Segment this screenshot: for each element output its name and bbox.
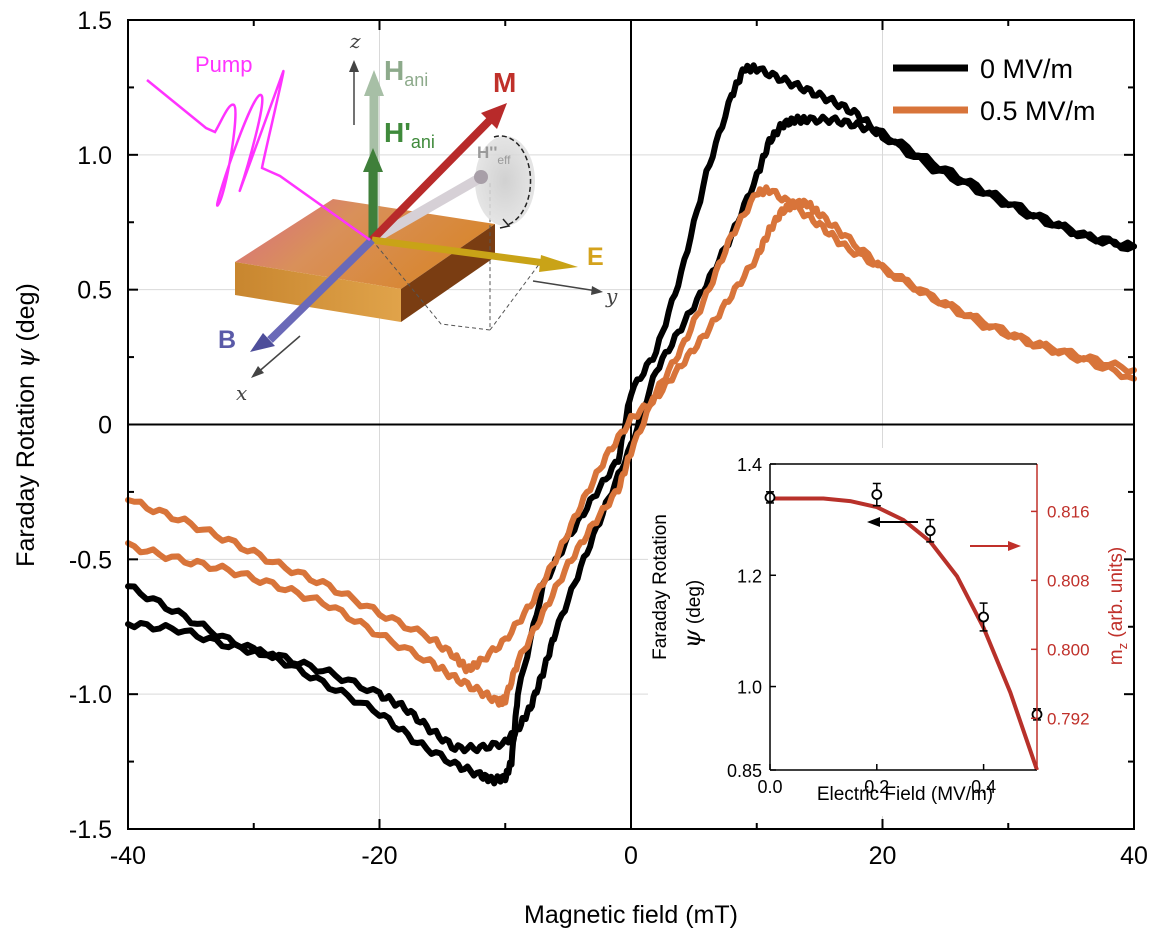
x-tick-label: 20 [869, 842, 897, 870]
main-series [125, 62, 1137, 787]
inset-x-tick-label: 0.2 [864, 777, 889, 797]
inset-x-axis-label: Electric Field (MV/m) [817, 784, 993, 805]
y-axis-label: Faraday Rotation ψ (deg) [11, 283, 40, 567]
precession-cone [475, 136, 535, 226]
inset-fit-curve [770, 496, 1039, 771]
inset-y-left-tick-label: 0.85 [727, 761, 762, 781]
inset-fit-line [770, 496, 1039, 771]
series-line-05mv [125, 197, 1137, 675]
e-arrow [371, 236, 546, 267]
y-tick-label: -1.0 [69, 681, 112, 709]
y-tick-label: 0.5 [77, 277, 112, 305]
x-tick-label: 0 [624, 842, 638, 870]
inset-data-point [924, 525, 936, 537]
inset-x-tick-label: 0.0 [757, 777, 782, 797]
y-tick-label: -1.5 [69, 816, 112, 844]
inset-ticks: 0.0 0.2 0.4 0.85 1.0 1.2 1.4 0.792 0.800 0.808 0.8… [727, 455, 1090, 797]
e-label: E [587, 243, 604, 271]
sample-slab-side [401, 224, 495, 322]
y-tick-labels: -1.5 -1.0 -0.5 0 0.5 1.0 1.5 [69, 7, 112, 844]
inset-y-right-tick-label: 0.800 [1047, 640, 1090, 659]
b-arrow [267, 237, 375, 343]
x-tick-label: 40 [1120, 842, 1148, 870]
main-ticks [127, 19, 1135, 830]
y-tick-label: 0 [98, 412, 112, 440]
y-tick-label: 1.5 [77, 7, 112, 35]
legend: 0 MV/m 0.5 MV/m [893, 54, 1096, 126]
inset-x-tick-label: 0.4 [971, 777, 996, 797]
inset-y-right-tick-label: 0.816 [1047, 502, 1090, 521]
legend-label-0mv: 0 MV/m [980, 54, 1073, 84]
x-axis-label: Magnetic field (mT) [524, 901, 738, 929]
y-axis-label-diagram: y [605, 284, 618, 308]
inset-y-left-tick-label: 1.4 [737, 455, 762, 475]
x-tick-label: -40 [110, 842, 146, 870]
h-eff-arrow [369, 173, 483, 245]
inset-y-left-label-top: Faraday Rotation [650, 514, 671, 660]
h-ani-prime-label: H'ani [384, 117, 435, 152]
inset-y-right-tick-label: 0.808 [1047, 571, 1090, 590]
inset-y-left-tick-label: 1.0 [737, 678, 762, 698]
legend-label-05mv: 0.5 MV/m [980, 96, 1096, 126]
inset-chart: 0.0 0.2 0.4 0.85 1.0 1.2 1.4 0.792 0.800 0.808 0.8… [648, 448, 1130, 816]
x-axis-label-diagram: x [236, 381, 247, 405]
h-ani-label: Hani [384, 55, 428, 90]
inset-y-left-tick-label: 1.2 [737, 566, 762, 586]
y-axis-arrow [532, 280, 598, 292]
z-axis-label: z [349, 29, 361, 53]
m-arrow [369, 117, 493, 243]
pump-label: Pump [195, 52, 252, 77]
y-tick-label: 1.0 [77, 142, 112, 170]
inset-y-right-tick-label: 0.792 [1047, 709, 1090, 728]
geometry-diagram: z y x Pump Hani H'ani M H''eff E B [146, 29, 618, 405]
m-label: M [493, 67, 516, 98]
b-label: B [218, 326, 236, 354]
inset-y-right-label: mz (arb. units) [1106, 547, 1130, 665]
precession-arrow [493, 135, 532, 226]
x-tick-labels: -40 -20 0 20 40 [110, 842, 1148, 870]
inset-data-point [871, 489, 883, 501]
inset-data-point [978, 611, 989, 623]
x-axis-arrow [255, 335, 301, 375]
h-eff-label: H''eff [477, 143, 511, 167]
x-tick-label: -20 [361, 842, 397, 870]
y-tick-label: -0.5 [69, 546, 112, 574]
inset-y-left-label-bottom: ψ (deg) [678, 580, 706, 648]
pump-pulse [146, 70, 371, 242]
